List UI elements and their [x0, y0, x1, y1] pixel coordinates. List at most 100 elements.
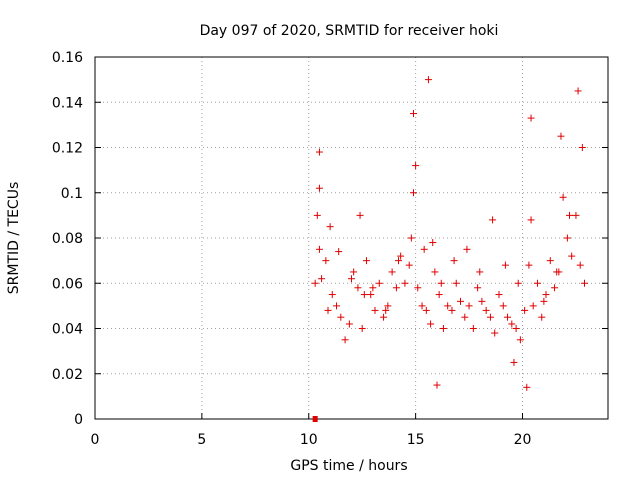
data-point — [318, 275, 326, 283]
data-point — [311, 279, 319, 287]
data-point — [568, 252, 576, 260]
data-point — [551, 284, 559, 292]
data-point — [422, 306, 430, 314]
y-tick-label: 0.14 — [52, 95, 83, 111]
data-point — [553, 268, 561, 276]
data-point — [542, 291, 550, 299]
data-point — [478, 297, 486, 305]
y-tick-label: 0.02 — [52, 367, 83, 383]
data-point — [457, 297, 465, 305]
data-point — [427, 320, 435, 328]
data-point — [452, 279, 460, 287]
data-point — [448, 306, 456, 314]
data-point — [397, 252, 405, 260]
data-point — [345, 320, 353, 328]
data-point — [489, 216, 497, 224]
data-point — [335, 248, 343, 256]
data-point — [356, 211, 364, 219]
y-tick-label: 0.16 — [52, 50, 83, 66]
data-point — [439, 325, 447, 332]
data-point — [563, 234, 571, 242]
data-point — [375, 279, 383, 287]
data-point — [348, 275, 355, 283]
data-point — [465, 302, 473, 310]
data-point — [580, 279, 588, 287]
data-point — [501, 261, 509, 269]
data-point — [523, 383, 531, 391]
grid-lines — [95, 57, 608, 419]
data-point — [328, 291, 336, 299]
data-point — [566, 211, 574, 219]
data-point — [322, 257, 330, 265]
data-point — [504, 313, 512, 321]
data-point — [395, 257, 403, 265]
data-point — [362, 257, 370, 265]
data-point — [420, 245, 428, 253]
chart-title: Day 097 of 2020, SRMTID for receiver hok… — [200, 23, 499, 39]
data-point — [333, 302, 341, 310]
data-point — [407, 234, 415, 242]
data-point — [414, 284, 422, 292]
data-point — [474, 284, 482, 292]
data-point — [350, 268, 358, 276]
data-point — [388, 268, 396, 276]
x-axis-label: GPS time / hours — [290, 458, 407, 474]
data-point — [529, 302, 537, 310]
data-point — [401, 279, 409, 287]
data-point — [482, 306, 490, 314]
data-point — [435, 291, 443, 299]
data-point — [491, 329, 499, 337]
x-tick-label: 5 — [197, 432, 206, 448]
data-point — [358, 325, 366, 332]
y-tick-label: 0.08 — [52, 231, 83, 247]
data-point — [324, 306, 332, 314]
data-point — [525, 261, 533, 269]
data-point — [546, 257, 554, 265]
data-point — [341, 336, 349, 344]
data-point — [574, 87, 582, 95]
data-point — [510, 358, 518, 366]
data-point — [572, 211, 580, 219]
data-point — [461, 313, 469, 321]
x-tick-label: 15 — [407, 432, 425, 448]
data-point — [433, 381, 441, 389]
data-point — [533, 279, 541, 287]
data-point — [508, 320, 516, 328]
data-point — [424, 76, 432, 84]
data-point — [499, 302, 507, 310]
data-point — [369, 284, 377, 292]
x-ticks: 0 5 10 15 20 — [91, 413, 532, 448]
data-point — [476, 268, 484, 276]
data-point — [527, 216, 535, 224]
data-point — [437, 279, 445, 287]
y-tick-label: 0.12 — [52, 141, 83, 157]
data-point — [516, 336, 524, 344]
data-point — [559, 193, 567, 201]
data-point — [486, 313, 494, 321]
data-point — [380, 313, 388, 321]
data-point — [450, 257, 458, 265]
data-point — [418, 302, 426, 310]
data-point — [326, 223, 334, 231]
data-point — [409, 189, 417, 197]
data-point — [354, 284, 362, 292]
data-point — [315, 184, 323, 192]
x-tick-label: 20 — [514, 432, 532, 448]
data-point — [392, 284, 400, 292]
y-ticks: 0 0.02 0.04 0.06 0.08 0.1 0.12 0.14 0.16 — [52, 50, 608, 428]
data-points — [311, 76, 588, 422]
data-point — [429, 239, 437, 247]
data-point — [444, 302, 452, 310]
x-tick-label: 10 — [300, 432, 318, 448]
data-point — [384, 302, 392, 310]
y-tick-label: 0.06 — [52, 276, 83, 292]
data-point — [360, 291, 368, 299]
data-point — [557, 132, 565, 140]
y-tick-label: 0 — [74, 412, 83, 428]
data-point — [431, 268, 439, 276]
y-tick-label: 0.04 — [52, 322, 83, 338]
data-point — [495, 291, 503, 299]
data-point — [540, 297, 548, 305]
data-point — [527, 114, 535, 122]
